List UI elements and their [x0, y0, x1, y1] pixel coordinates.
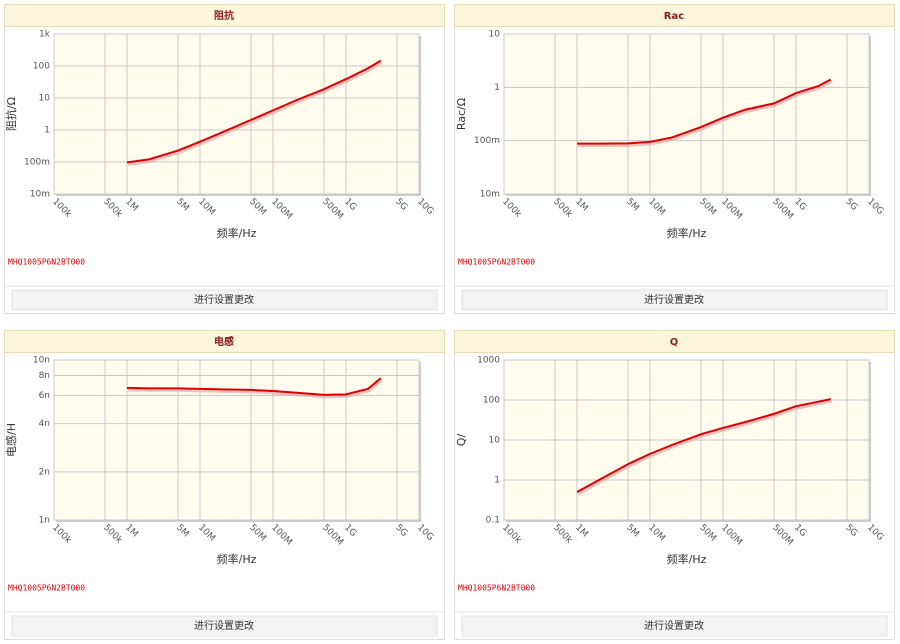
part-number: MHQ1005P6N2BT000	[458, 584, 535, 593]
y-tick-label: 1k	[39, 30, 51, 40]
part-number: MHQ1005P6N2BT000	[458, 258, 535, 267]
chart-title: Q	[670, 337, 679, 348]
line-shadow	[127, 379, 383, 399]
plot-area	[503, 33, 870, 195]
y-tick-label: 10n	[33, 356, 50, 366]
panel-header	[454, 4, 895, 27]
y-tick-label: 0.1	[486, 516, 500, 526]
x-axis-label: 频率/Hz	[217, 226, 257, 240]
y-tick-label: 8n	[39, 371, 50, 381]
y-tick-label: 10m	[30, 190, 50, 200]
line-shadow	[577, 399, 833, 496]
x-axis-label: 频率/Hz	[667, 226, 707, 240]
y-tick-label: 1	[494, 83, 500, 93]
part-number: MHQ1005P6N2BT000	[8, 584, 85, 593]
y-tick-label: 100m	[24, 158, 50, 168]
y-tick-label: 10	[39, 94, 51, 104]
button-bg[interactable]	[461, 615, 888, 637]
x-axis-label: 频率/Hz	[217, 552, 257, 566]
plot-area	[53, 33, 420, 195]
y-axis-label: 电感/H	[5, 423, 18, 457]
settings-button[interactable]: 进行设置更改	[461, 615, 888, 637]
plot-area	[53, 359, 420, 521]
chart-title: Rac	[664, 11, 684, 22]
y-tick-label: 1	[44, 126, 50, 136]
y-tick-label: 1n	[39, 516, 50, 526]
y-axis-label: Rac/Ω	[455, 98, 468, 130]
panel-header	[454, 330, 895, 353]
y-tick-label: 10	[489, 30, 501, 40]
button-bg[interactable]	[461, 289, 888, 311]
y-tick-label: 4n	[39, 419, 50, 429]
chart-title: 电感	[214, 335, 234, 348]
settings-button[interactable]: 进行设置更改	[11, 615, 438, 637]
y-tick-label: 100	[483, 396, 500, 406]
y-tick-label: 2n	[39, 467, 50, 477]
y-tick-label: 1	[494, 476, 500, 486]
series-line	[577, 78, 832, 145]
settings-button[interactable]: 进行设置更改	[11, 289, 438, 311]
y-axis-label: 阻抗/Ω	[4, 97, 18, 131]
part-number: MHQ1005P6N2BT000	[8, 258, 85, 267]
settings-button[interactable]: 进行设置更改	[461, 289, 888, 311]
button-bg[interactable]	[11, 615, 438, 637]
y-tick-label: 100m	[474, 136, 500, 146]
button-bg[interactable]	[11, 289, 438, 311]
line-shadow	[578, 80, 833, 148]
panel-header	[4, 330, 445, 353]
y-axis-label: Q/	[455, 434, 468, 447]
line-shadow	[127, 61, 383, 166]
panel-header	[4, 4, 445, 27]
chart-title: 阻抗	[214, 9, 234, 22]
series-line	[126, 59, 382, 164]
button-label[interactable]: 进行设置更改	[194, 619, 254, 632]
series-line	[576, 398, 832, 493]
y-tick-label: 6n	[39, 391, 50, 401]
y-tick-label: 100	[33, 62, 50, 72]
button-label[interactable]: 进行设置更改	[644, 619, 704, 632]
x-axis-label: 频率/Hz	[667, 552, 707, 566]
series-line	[126, 377, 382, 396]
button-label[interactable]: 进行设置更改	[644, 293, 704, 306]
button-label[interactable]: 进行设置更改	[194, 293, 254, 306]
y-tick-label: 10m	[480, 190, 500, 200]
y-tick-label: 1000	[477, 356, 500, 366]
y-tick-label: 10	[489, 436, 501, 446]
